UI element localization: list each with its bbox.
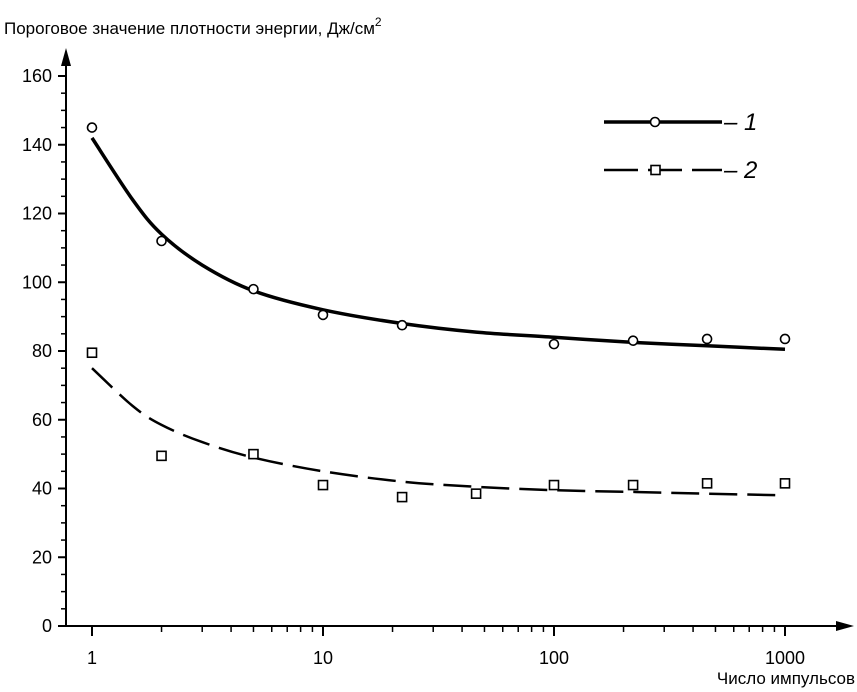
ticks-layer: 0 20 40 60 80 100 120 140 160 1 10 100 1000 [22, 66, 805, 668]
series-1-point [701, 333, 713, 345]
points-layer [86, 122, 791, 503]
y-axis-arrow [61, 48, 71, 66]
legend-marker-2 [650, 164, 661, 176]
series-1-point [396, 319, 408, 331]
y-axis-title: Пороговое значение плотности энергии, Дж… [4, 15, 382, 38]
series-1-point [548, 338, 560, 350]
series-2-point [779, 478, 791, 489]
series-1-point [248, 283, 259, 295]
series-2-point [317, 479, 329, 491]
y-tick-label: 0 [42, 616, 52, 636]
y-tick-label: 80 [32, 341, 52, 361]
series-1-point [627, 335, 639, 346]
y-tick-label: 120 [22, 204, 52, 224]
series-1-curve [90, 136, 786, 352]
legend: – 1 – 2 [604, 109, 757, 184]
y-tick-label: 60 [32, 410, 52, 430]
series-2-point [627, 479, 639, 491]
series-2-point [156, 450, 167, 462]
x-tick-label: 1 [87, 648, 97, 668]
series-2-curve [91, 367, 786, 497]
x-axis-arrow [836, 621, 854, 631]
series-1-point [317, 309, 329, 321]
series-2-point [701, 478, 713, 489]
series-2-point [248, 448, 259, 460]
legend-label-2: – 2 [723, 157, 757, 184]
series-2-point [548, 479, 560, 491]
series-2-point [396, 491, 408, 503]
y-tick-label: 100 [22, 272, 52, 292]
y-tick-label: 40 [32, 479, 52, 499]
series-1-point [156, 235, 167, 247]
x-tick-label: 10 [313, 648, 333, 668]
legend-marker-1 [649, 116, 661, 128]
y-tick-label: 140 [22, 135, 52, 155]
series-2-point [470, 488, 482, 499]
x-tick-label: 1000 [765, 648, 805, 668]
y-tick-label: 160 [22, 66, 52, 86]
series-1-point [86, 122, 98, 133]
series-2-point [86, 347, 98, 359]
y-tick-label: 20 [32, 547, 52, 567]
x-tick-label: 100 [539, 648, 569, 668]
x-axis-title: Число импульсов [717, 669, 855, 688]
series-1-point [779, 333, 791, 345]
legend-label-1: – 1 [723, 109, 757, 136]
curves-layer [90, 136, 786, 497]
